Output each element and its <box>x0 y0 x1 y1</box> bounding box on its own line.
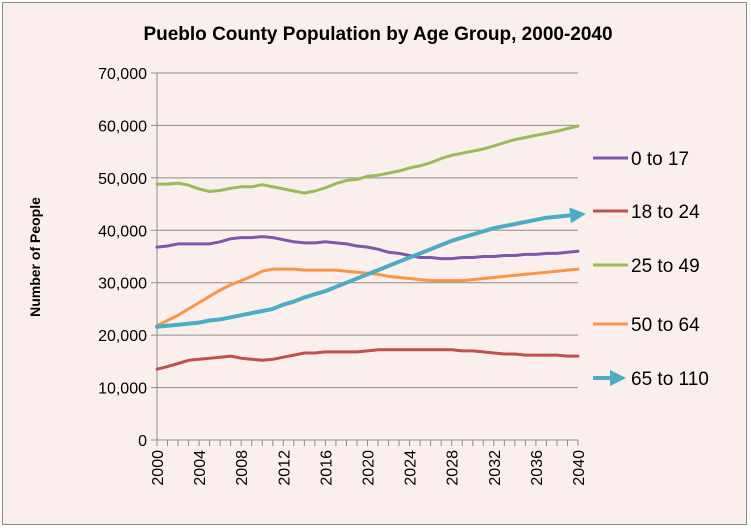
x-tick-label: 2040 <box>571 450 588 486</box>
x-tick-label: 2012 <box>276 450 293 486</box>
series-line-18-to-24 <box>155 348 580 371</box>
legend-label: 65 to 110 <box>631 369 709 390</box>
legend-label: 25 to 49 <box>631 256 700 277</box>
y-tick-label: 30,000 <box>98 276 147 293</box>
series-line-50-to-64 <box>155 267 580 328</box>
y-tick-label: 0 <box>138 433 147 450</box>
x-tick-label: 2016 <box>318 450 335 486</box>
x-tick-label: 2036 <box>529 450 546 486</box>
x-tick-label: 2024 <box>403 450 420 486</box>
y-tick-label: 40,000 <box>98 223 147 240</box>
x-tick-label: 2000 <box>150 450 167 486</box>
legend-label: 0 to 17 <box>631 149 689 170</box>
x-tick-label: 2020 <box>361 450 378 486</box>
series-line-25-to-49 <box>155 124 580 195</box>
y-tick-label: 60,000 <box>98 118 147 135</box>
x-tick-label: 2028 <box>445 450 462 486</box>
y-tick-label: 70,000 <box>98 66 147 83</box>
y-tick-label: 20,000 <box>98 328 147 345</box>
y-axis-label: Number of People <box>27 197 43 317</box>
y-tick-label: 50,000 <box>98 171 147 188</box>
x-tick-label: 2008 <box>234 450 251 486</box>
chart-title: Pueblo County Population by Age Group, 2… <box>143 24 612 45</box>
x-tick-label: 2032 <box>487 450 504 486</box>
x-tick-label: 2004 <box>192 450 209 486</box>
series-line-65-to-110 <box>155 207 586 329</box>
legend-label: 50 to 64 <box>631 315 700 336</box>
legend-label: 18 to 24 <box>631 202 700 223</box>
y-tick-label: 10,000 <box>98 381 147 398</box>
series-line-0-to-17 <box>155 235 580 261</box>
